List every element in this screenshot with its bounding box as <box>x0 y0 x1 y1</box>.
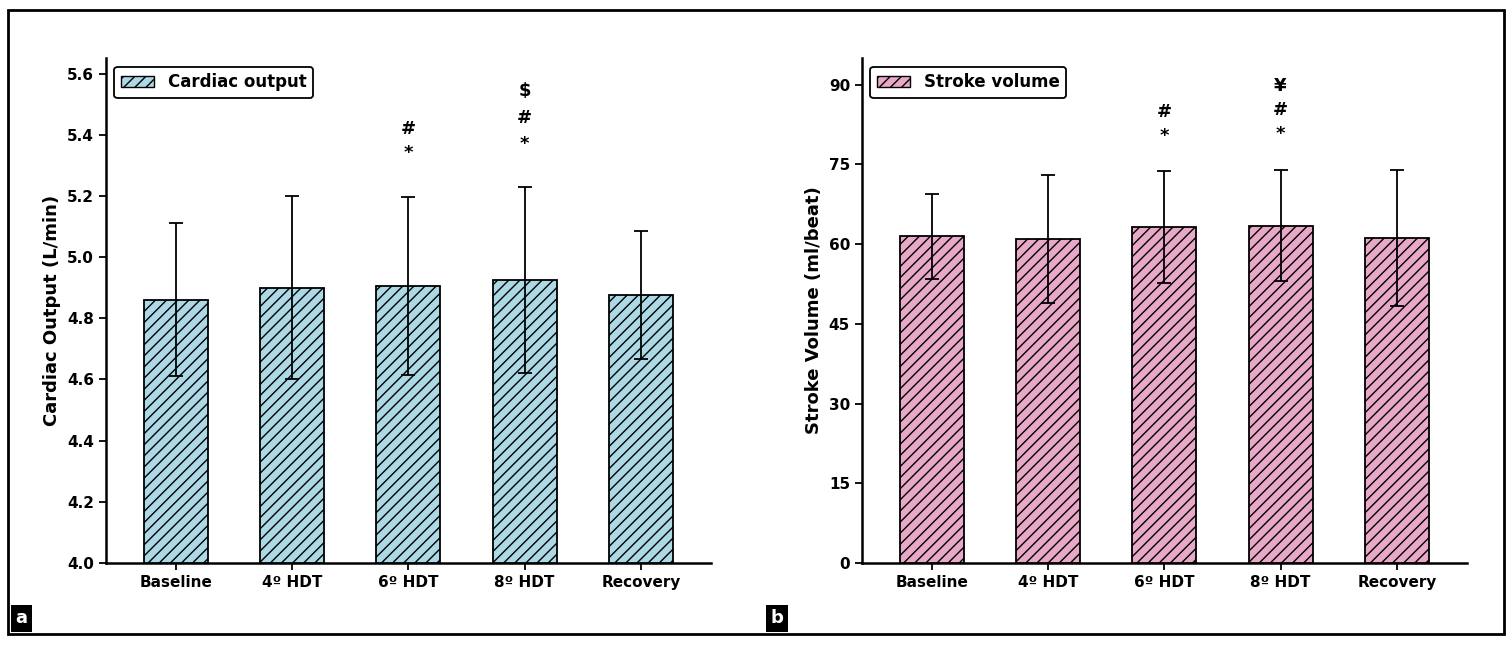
Text: a: a <box>15 609 27 628</box>
Text: #: # <box>401 120 416 138</box>
Y-axis label: Cardiac Output (L/min): Cardiac Output (L/min) <box>44 195 62 426</box>
Text: $: $ <box>519 82 531 100</box>
Text: *: * <box>404 144 413 162</box>
Text: *: * <box>1276 126 1285 143</box>
Bar <box>1016 239 1080 563</box>
Bar <box>609 295 673 563</box>
Bar <box>493 280 556 563</box>
Bar <box>1365 238 1429 563</box>
Bar <box>144 300 207 563</box>
Text: #: # <box>1157 103 1172 121</box>
Bar <box>260 288 324 563</box>
Text: *: * <box>1160 127 1169 145</box>
Text: #: # <box>517 109 532 127</box>
Bar <box>900 236 963 563</box>
Text: b: b <box>771 609 783 628</box>
Bar <box>1249 226 1312 563</box>
Text: #: # <box>1273 102 1288 119</box>
Text: ¥: ¥ <box>1275 78 1287 95</box>
Bar <box>376 286 440 563</box>
Bar <box>1132 227 1196 563</box>
Text: *: * <box>520 135 529 153</box>
Legend: Cardiac output: Cardiac output <box>115 67 313 98</box>
Y-axis label: Stroke Volume (ml/beat): Stroke Volume (ml/beat) <box>804 187 823 434</box>
Legend: Stroke volume: Stroke volume <box>871 67 1066 98</box>
